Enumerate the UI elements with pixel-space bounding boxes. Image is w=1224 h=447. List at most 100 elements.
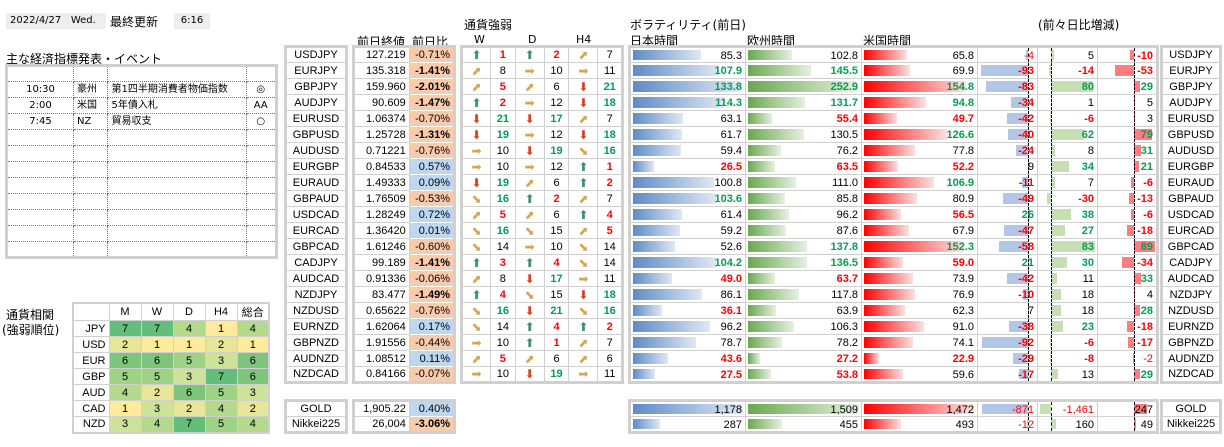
event-name: [107, 241, 247, 258]
volatility-cell: 114.3: [629, 94, 746, 111]
arrow-down-icon: ⬇: [515, 366, 545, 383]
zero-line: [1051, 175, 1053, 190]
pair-name[interactable]: CADJPY: [1161, 254, 1221, 271]
event-importance: AA: [246, 97, 277, 114]
pair-name[interactable]: GBPAUD: [285, 190, 347, 207]
diff-value: 83: [1081, 241, 1094, 253]
zero-line: [1027, 63, 1029, 78]
pair-name[interactable]: AUDJPY: [1161, 94, 1221, 111]
change-value: -1.41%: [409, 254, 455, 271]
pair-name[interactable]: AUDUSD: [1161, 142, 1221, 159]
diff-cell: -12: [977, 416, 1038, 433]
quote-row: 1.61246 -0.60%: [353, 238, 455, 255]
diff-bar: [1050, 337, 1052, 348]
volatility-bar: [633, 81, 741, 92]
pair-name[interactable]: AUDNZD: [1161, 350, 1221, 367]
pair-name[interactable]: EURCAD: [285, 222, 347, 239]
volatility-cell: 52.6: [629, 238, 746, 255]
volatility-value: 106.9: [946, 177, 974, 189]
pair-name[interactable]: GBPNZD: [1161, 334, 1221, 351]
diff-bar: [1050, 353, 1052, 364]
pair-name[interactable]: EURNZD: [1161, 318, 1221, 335]
strength-rank: 6: [544, 350, 570, 367]
pair-name[interactable]: NZDCAD: [285, 366, 347, 383]
pair-name[interactable]: AUDCAD: [1161, 270, 1221, 287]
quote-row: 1,905.22 0.40%: [353, 400, 455, 417]
pair-name[interactable]: GBPCAD: [1161, 238, 1221, 255]
quote-row: 0.84166 -0.07%: [353, 366, 455, 383]
volatility-bar: [748, 145, 781, 156]
pair-name[interactable]: EURUSD: [285, 110, 347, 127]
pair-name[interactable]: AUDJPY: [285, 94, 347, 111]
pair-name[interactable]: GBPUSD: [1161, 126, 1221, 143]
pair-name[interactable]: AUDCAD: [285, 270, 347, 287]
pair-name[interactable]: NZDJPY: [285, 286, 347, 303]
close-value: 159.960: [353, 78, 410, 95]
pair-name[interactable]: EURGBP: [1161, 158, 1221, 175]
pair-name[interactable]: EURCAD: [1161, 222, 1221, 239]
strength-rank: 14: [597, 238, 623, 255]
pair-name[interactable]: CADJPY: [285, 254, 347, 271]
pair-name[interactable]: GBPCAD: [285, 238, 347, 255]
rank-cell: 5: [204, 416, 238, 433]
pair-name[interactable]: EURGBP: [285, 158, 347, 175]
volatility-cell: 62.3: [861, 302, 978, 319]
pair-name[interactable]: AUDUSD: [285, 142, 347, 159]
pair-name[interactable]: AUDNZD: [285, 350, 347, 367]
pair-name[interactable]: EURAUD: [285, 174, 347, 191]
diff-value: -92: [1018, 337, 1034, 349]
volatility-bar: [633, 289, 702, 300]
pair-name[interactable]: NZDCAD: [1161, 366, 1221, 383]
pair-name[interactable]: USDJPY: [285, 46, 347, 63]
event-row: [6, 193, 277, 210]
volatility-value: 59.4: [720, 145, 742, 157]
diff-cell: -10: [977, 286, 1038, 303]
diff-cell: -13: [1097, 190, 1158, 207]
volatility-value: 103.6: [714, 193, 742, 205]
rank-cell: 1: [140, 336, 174, 353]
event-name: [107, 145, 247, 162]
pair-name[interactable]: Nikkei225: [285, 416, 347, 433]
strength-rank: 14: [597, 254, 623, 271]
pair-name[interactable]: EURNZD: [285, 318, 347, 335]
change-value: -0.06%: [409, 270, 455, 287]
arrow-down-right-icon: ⬊: [515, 286, 545, 303]
arrow-up-right-icon: ⬈: [515, 206, 545, 223]
pair-name[interactable]: Nikkei225: [1161, 416, 1221, 433]
pair-name[interactable]: EURAUD: [1161, 174, 1221, 191]
volatility-extras-table: 1,178 1,509 1,472 -871 -1,461 247 287 455 493 -12…: [628, 399, 1159, 434]
strength-rank: 18: [597, 126, 623, 143]
pair-name[interactable]: EURJPY: [1161, 62, 1221, 79]
pair-name[interactable]: NZDUSD: [285, 302, 347, 319]
pair-name[interactable]: NZDUSD: [1161, 302, 1221, 319]
arrow-down-icon: ⬇: [568, 286, 599, 303]
pair-name[interactable]: USDCAD: [1161, 206, 1221, 223]
diff-cell: -11: [977, 174, 1038, 191]
correlation-subtitle: (強弱順位): [2, 323, 60, 337]
volatility-value: 27.5: [720, 369, 742, 381]
volatility-row: 43.6 27.2 22.9 -29 -8 -2: [629, 350, 1158, 367]
volatility-cell: 106.3: [745, 318, 862, 335]
diff-cell: -53: [1097, 62, 1158, 79]
pair-name[interactable]: USDJPY: [1161, 46, 1221, 63]
pair-name[interactable]: NZDJPY: [1161, 286, 1221, 303]
pair-name[interactable]: GBPJPY: [285, 78, 347, 95]
zero-line: [1051, 95, 1053, 110]
pair-name[interactable]: EURUSD: [1161, 110, 1221, 127]
diff-bar: [986, 81, 1028, 92]
pair-name[interactable]: GBPAUD: [1161, 190, 1221, 207]
diff-bar: [1010, 97, 1028, 108]
strength-rank: 19: [544, 366, 570, 383]
pair-name[interactable]: GOLD: [285, 400, 347, 417]
pair-name[interactable]: GBPJPY: [1161, 78, 1221, 95]
pair-name[interactable]: USDCAD: [285, 206, 347, 223]
pair-name[interactable]: GBPUSD: [285, 126, 347, 143]
strength-rank: 5: [597, 222, 623, 239]
pair-name[interactable]: GOLD: [1161, 400, 1221, 417]
volatility-cell: 1,509: [745, 400, 862, 417]
pair-name[interactable]: EURJPY: [285, 62, 347, 79]
volatility-value: 152.3: [946, 241, 974, 253]
pair-name[interactable]: GBPNZD: [285, 334, 347, 351]
zero-line: [1027, 207, 1029, 222]
quote-row: 1.06374 -0.70%: [353, 110, 455, 127]
